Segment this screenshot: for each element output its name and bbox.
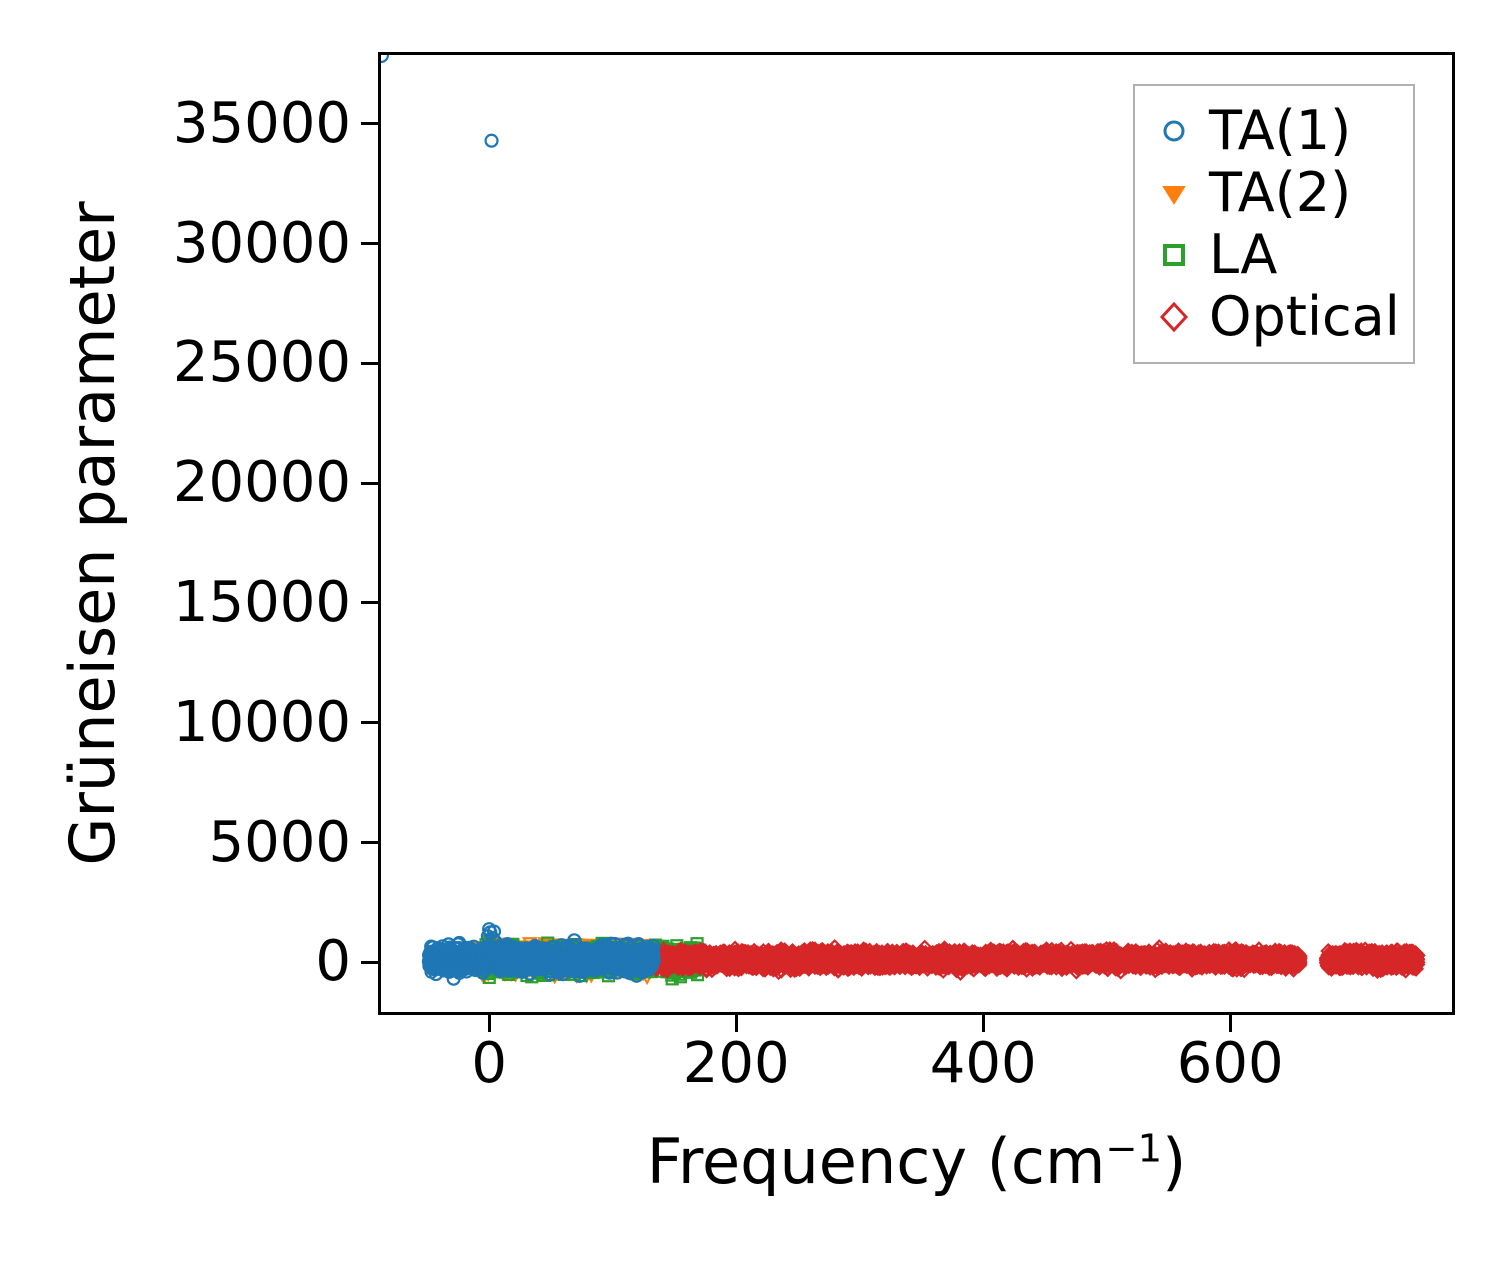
- xtick-mark-0: [487, 1015, 491, 1032]
- legend-entry-ta1[interactable]: TA(1): [1145, 100, 1403, 162]
- x-axis-label: Frequency (cm−1): [378, 1125, 1455, 1198]
- legend-entry-ta2[interactable]: TA(2): [1145, 162, 1403, 224]
- ytick-label-0: 0: [315, 929, 351, 995]
- legend-entry-la[interactable]: LA: [1145, 224, 1403, 286]
- ytick-mark-4: [361, 481, 378, 485]
- legend-label-la: LA: [1209, 223, 1278, 286]
- ytick-label-1: 5000: [208, 809, 351, 875]
- square-icon: [1145, 240, 1203, 270]
- ytick-label-6: 30000: [172, 210, 351, 276]
- triangle-down-icon: [1145, 178, 1203, 208]
- ytick-mark-3: [361, 601, 378, 605]
- diamond-icon: [1145, 300, 1203, 334]
- legend-box: TA(1) TA(2) LA Optic: [1133, 84, 1415, 364]
- series-optical: [644, 939, 1426, 981]
- ytick-label-7: 35000: [172, 90, 351, 156]
- ytick-mark-6: [361, 242, 378, 246]
- circle-icon: [1145, 116, 1203, 146]
- legend-label-ta1: TA(1): [1209, 99, 1352, 162]
- series-ta1: [381, 55, 661, 986]
- xtick-mark-3: [1228, 1015, 1232, 1032]
- ytick-mark-1: [361, 841, 378, 845]
- ytick-label-3: 15000: [172, 569, 351, 635]
- x-axis-label-exponent: −1: [1105, 1126, 1163, 1172]
- x-axis-label-prefix: Frequency (cm: [646, 1125, 1106, 1198]
- y-axis-label: Grüneisen parameter: [56, 201, 129, 866]
- scatter-plot-canvas: [381, 55, 1426, 986]
- x-axis-label-suffix: ): [1162, 1125, 1187, 1198]
- ytick-mark-5: [361, 361, 378, 365]
- ytick-mark-7: [361, 122, 378, 126]
- xtick-label-2: 400: [929, 1031, 1037, 1096]
- ytick-mark-0: [361, 960, 378, 964]
- ytick-label-4: 20000: [172, 450, 351, 516]
- ytick-label-2: 10000: [172, 689, 351, 755]
- xtick-label-3: 600: [1176, 1031, 1284, 1096]
- ytick-mark-2: [361, 721, 378, 725]
- legend-label-ta2: TA(2): [1209, 161, 1352, 224]
- legend-label-optical: Optical: [1209, 285, 1400, 348]
- legend-entry-optical[interactable]: Optical: [1145, 286, 1403, 348]
- xtick-label-0: 0: [471, 1031, 507, 1096]
- ytick-label-5: 25000: [172, 330, 351, 396]
- xtick-mark-1: [734, 1015, 738, 1032]
- xtick-mark-2: [981, 1015, 985, 1032]
- xtick-label-1: 200: [682, 1031, 790, 1096]
